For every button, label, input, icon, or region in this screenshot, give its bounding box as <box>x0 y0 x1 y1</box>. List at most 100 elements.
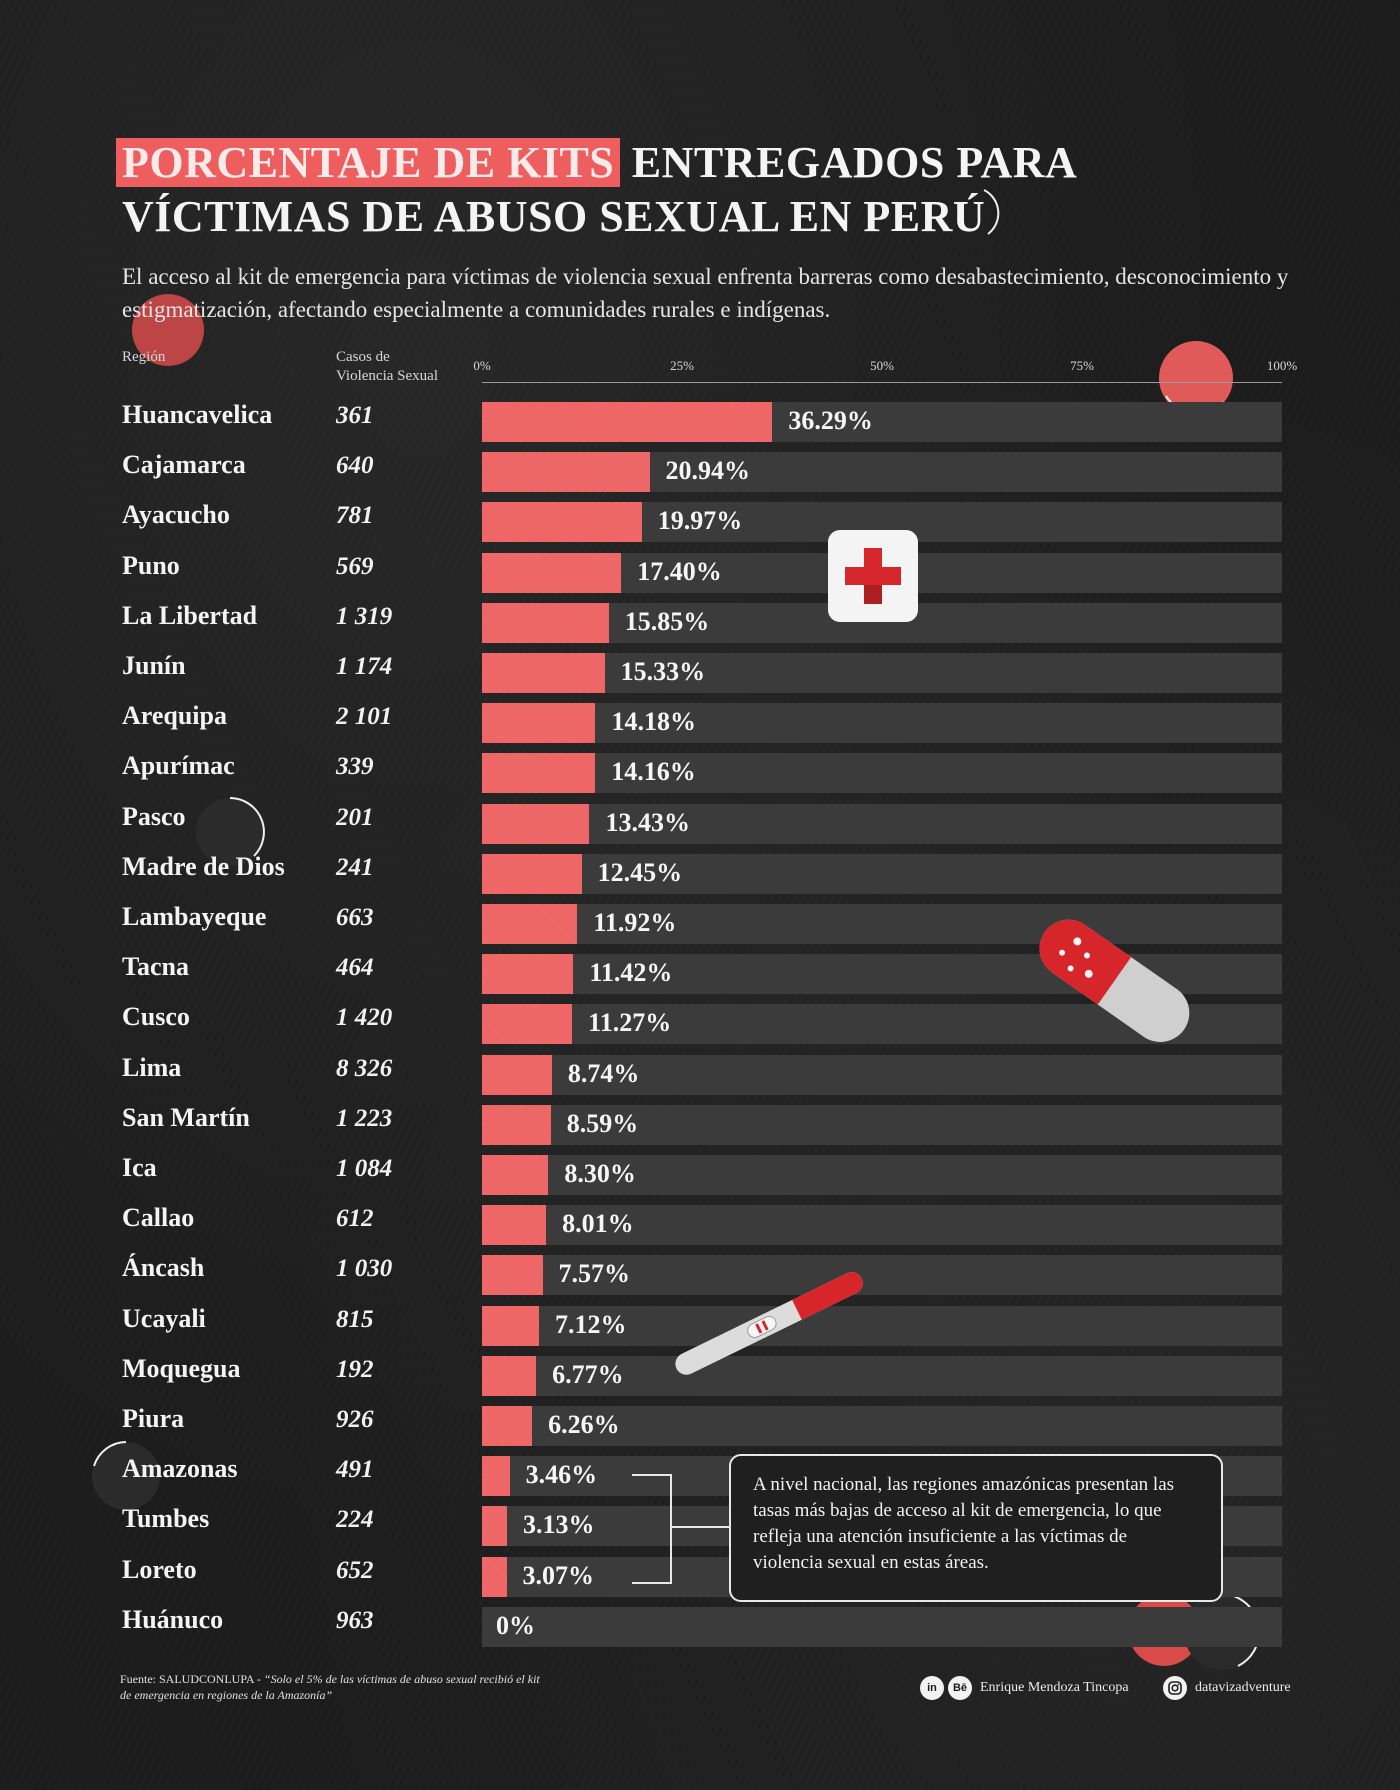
region-label: Áncash <box>122 1253 205 1283</box>
bar <box>482 452 650 493</box>
bar <box>482 904 578 944</box>
bar <box>482 1456 510 1497</box>
region-label: Lambayeque <box>122 902 267 931</box>
cases-value: 491 <box>336 1456 374 1484</box>
bracket-connector <box>672 1526 730 1528</box>
source-prefix: Fuente: SALUDCONLUPA - <box>120 1672 264 1686</box>
bar-value-label: 20.94% <box>665 456 751 486</box>
instagram-icon[interactable] <box>1163 1676 1187 1700</box>
bar-track <box>482 1255 1282 1296</box>
cases-value: 1 084 <box>336 1155 393 1182</box>
bar-track <box>482 753 1282 794</box>
source-quote: “Solo el 5% de las víctimas de abuso sex… <box>120 1672 540 1702</box>
region-label: Amazonas <box>122 1454 238 1484</box>
bar-value-label: 8.01% <box>562 1209 634 1239</box>
bar <box>482 402 773 442</box>
bar-track <box>482 703 1282 744</box>
bar <box>482 1305 539 1346</box>
bar-track <box>482 904 1282 944</box>
amazon-annotation-box: A nivel nacional, las regiones amazónica… <box>729 1454 1223 1602</box>
bar <box>482 1406 533 1446</box>
bar-value-label: 13.43% <box>605 807 690 837</box>
bar <box>482 853 582 894</box>
chart-row: Ayacucho 781 19.97% <box>0 500 1400 544</box>
bar-value-label: 7.12% <box>554 1309 627 1339</box>
cases-value: 652 <box>336 1556 374 1584</box>
cases-value: 201 <box>336 803 374 831</box>
cases-column-header-line2: Violencia Sexual <box>336 368 438 384</box>
region-label: Tacna <box>122 952 189 982</box>
cases-value: 926 <box>336 1406 374 1433</box>
bar-value-label: 36.29% <box>788 406 873 435</box>
chart-row: Callao 612 8.01% <box>0 1203 1400 1247</box>
bar-track <box>482 1205 1282 1246</box>
author-credits: in Bē Enrique Mendoza Tincopa <box>920 1676 1129 1700</box>
bar-value-label: 6.26% <box>548 1410 620 1439</box>
bar-value-label: 12.45% <box>597 857 683 887</box>
bar-track <box>482 1355 1282 1396</box>
cases-value: 1 420 <box>336 1004 393 1032</box>
title-line1-rest: ENTREGADOS PARA <box>620 138 1078 187</box>
bar <box>482 703 596 744</box>
bar-track <box>482 803 1282 844</box>
linkedin-icon[interactable]: in <box>920 1676 944 1700</box>
bar-track <box>482 853 1282 894</box>
bar-value-label: 0% <box>496 1610 535 1640</box>
cases-value: 663 <box>336 904 374 931</box>
cases-value: 464 <box>336 954 374 982</box>
x-axis-line <box>482 382 1282 383</box>
bar <box>482 602 609 643</box>
x-tick-label: 100% <box>1266 358 1298 373</box>
cases-value: 815 <box>336 1305 374 1333</box>
region-label: Pasco <box>122 801 186 831</box>
decorative-circle-red-top-left <box>132 294 204 366</box>
chart-row: Lima 8 326 8.74% <box>0 1053 1400 1097</box>
bar-value-label: 3.46% <box>525 1460 598 1490</box>
chart-row: Ica 1 084 8.30% <box>0 1153 1400 1197</box>
region-label: Tumbes <box>122 1504 210 1534</box>
chart-row: La Libertad 1 319 15.85% <box>0 601 1400 645</box>
chart-row: Madre de Dios 241 12.45% <box>0 852 1400 896</box>
bar-track <box>482 1606 1282 1647</box>
title-line2: VÍCTIMAS DE ABUSO SEXUAL EN PERÚ <box>122 192 986 241</box>
region-label: Cusco <box>122 1002 190 1032</box>
region-label: Ucayali <box>122 1303 206 1333</box>
x-tick-label: 25% <box>670 358 694 373</box>
bar-value-label: 17.40% <box>637 556 722 586</box>
instagram-handle: datavizadventure <box>1195 1680 1291 1695</box>
first-aid-icon <box>828 530 918 622</box>
x-tick-label: 0% <box>473 358 491 373</box>
chart-row: Arequipa 2 101 14.18% <box>0 701 1400 745</box>
region-label: Cajamarca <box>122 450 246 480</box>
chart-row: Ucayali 815 7.12% <box>0 1304 1400 1348</box>
cases-value: 2 101 <box>336 703 393 731</box>
chart-row: Cajamarca 640 20.94% <box>0 450 1400 494</box>
bar-value-label: 3.07% <box>522 1560 595 1590</box>
bar-value-label: 14.18% <box>611 707 696 737</box>
cases-value: 1 174 <box>336 653 393 680</box>
cases-value: 963 <box>336 1606 374 1634</box>
bar-track <box>482 1054 1282 1095</box>
bar-value-label: 3.13% <box>523 1510 595 1540</box>
author-name: Enrique Mendoza Tincopa <box>980 1680 1129 1695</box>
amazon-regions-bracket <box>632 1474 672 1584</box>
region-label: Madre de Dios <box>122 851 285 881</box>
behance-icon[interactable]: Bē <box>948 1676 972 1700</box>
bar-value-label: 14.16% <box>611 757 696 787</box>
bar <box>482 1255 543 1296</box>
bar-value-label: 6.77% <box>552 1359 624 1389</box>
chart-row: San Martín 1 223 8.59% <box>0 1103 1400 1147</box>
chart-row: Áncash 1 030 7.57% <box>0 1253 1400 1297</box>
cases-value: 569 <box>336 552 374 580</box>
region-label: Huancavelica <box>122 400 273 429</box>
bar-track <box>482 1406 1282 1446</box>
bar-value-label: 11.27% <box>588 1008 672 1038</box>
bar-value-label: 19.97% <box>657 506 743 536</box>
cases-column-header-line1: Casos de <box>336 349 390 365</box>
bar <box>482 1506 508 1547</box>
bar-value-label: 15.85% <box>624 606 710 636</box>
region-label: Puno <box>122 550 180 580</box>
cases-value: 224 <box>336 1506 374 1534</box>
chart-row: Huancavelica 361 36.29% <box>0 400 1400 444</box>
cases-value: 781 <box>336 502 374 530</box>
